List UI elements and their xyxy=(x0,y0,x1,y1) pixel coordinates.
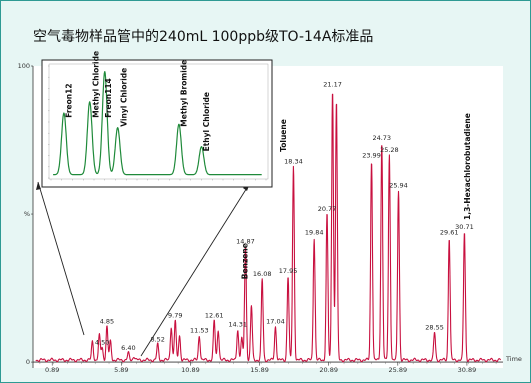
compound-label: Toluene xyxy=(279,119,288,152)
zoom-callout-arrowhead-left xyxy=(36,182,41,190)
peak-label: 21.17 xyxy=(323,81,342,89)
peak-label: 17.95 xyxy=(279,267,298,275)
y-tick-label: 0 xyxy=(26,358,30,366)
inset-compound-label: Methyl Bromide xyxy=(179,60,188,127)
peak-label: 12.61 xyxy=(205,312,224,320)
main-chromatogram-line xyxy=(35,93,502,363)
x-tick-label: 15.89 xyxy=(250,366,269,374)
x-tick-label: 20.89 xyxy=(319,366,338,374)
peak-label: 25.94 xyxy=(389,181,408,189)
inset-compound-label: Vinyl Chloride xyxy=(119,68,128,127)
peak-label: 17.04 xyxy=(266,318,285,326)
y-tick-label: % xyxy=(24,210,30,218)
compound-label: Benzene xyxy=(240,243,249,279)
x-tick-label: 30.89 xyxy=(458,366,477,374)
peak-label: 23.99 xyxy=(362,152,381,160)
x-tick-label: 25.89 xyxy=(388,366,407,374)
peak-label: 25.28 xyxy=(380,146,399,154)
inset-plot-area xyxy=(48,63,269,180)
peak-label: 29.61 xyxy=(440,229,459,237)
peak-label: 16.08 xyxy=(253,270,272,278)
peak-label: 11.53 xyxy=(190,326,209,334)
inset-compound-label: Ethyl Chloride xyxy=(202,92,211,151)
peak-label: 8.52 xyxy=(150,335,164,343)
peak-label: 28.55 xyxy=(425,323,444,331)
inset-chromatogram-line xyxy=(53,71,262,176)
inset-compound-label: Methyl Chloride xyxy=(91,51,100,118)
inset-compound-labels: Freon12 Methyl Chloride Freon114 Vinyl Chlo… xyxy=(64,51,211,151)
peak-label: 6.40 xyxy=(121,344,135,352)
x-tick-label: 0.89 xyxy=(45,366,59,374)
inset-tick-marks xyxy=(48,65,267,181)
main-axes xyxy=(32,66,503,368)
x-tick-label: 5.89 xyxy=(114,366,128,374)
compound-label: 1,3-Hexachlorobutadiene xyxy=(463,113,472,220)
main-tick-labels: 0% 100 0.89 5.89 10.89 15.89 20.89 25.89 30.89 Ti… xyxy=(18,62,522,374)
peak-label: 14.87 xyxy=(236,238,255,246)
peak-label: 24.73 xyxy=(372,134,391,142)
zoom-callout-line-left xyxy=(37,181,85,336)
x-tick-label: 10.89 xyxy=(181,366,200,374)
peak-label: 9.79 xyxy=(168,312,182,320)
peak-label: 4.50 xyxy=(95,338,109,346)
peak-label: 4.85 xyxy=(100,318,114,326)
peak-label: 20.77 xyxy=(318,205,337,213)
zoom-callout-line-right xyxy=(140,182,251,357)
main-compound-labels: Benzene Toluene 1,3-Hexachlorobutadiene xyxy=(240,113,471,279)
main-peak-labels: 4.50 4.85 6.40 8.52 9.79 11.53 12.61 14.31 14.87… xyxy=(95,81,474,353)
x-axis-label: Time xyxy=(505,355,522,363)
peak-label: 18.34 xyxy=(284,158,303,166)
chart-title: 空气毒物样品管中的240mL 100ppb级TO-14A标准品 xyxy=(33,29,374,45)
peak-label: 14.31 xyxy=(228,321,247,329)
inset-compound-label: Freon12 xyxy=(64,83,73,117)
peak-label: 30.71 xyxy=(455,223,474,231)
peak-label: 19.84 xyxy=(305,229,324,237)
inset-compound-label: Freon114 xyxy=(104,78,113,118)
y-tick-label: 100 xyxy=(18,62,30,70)
